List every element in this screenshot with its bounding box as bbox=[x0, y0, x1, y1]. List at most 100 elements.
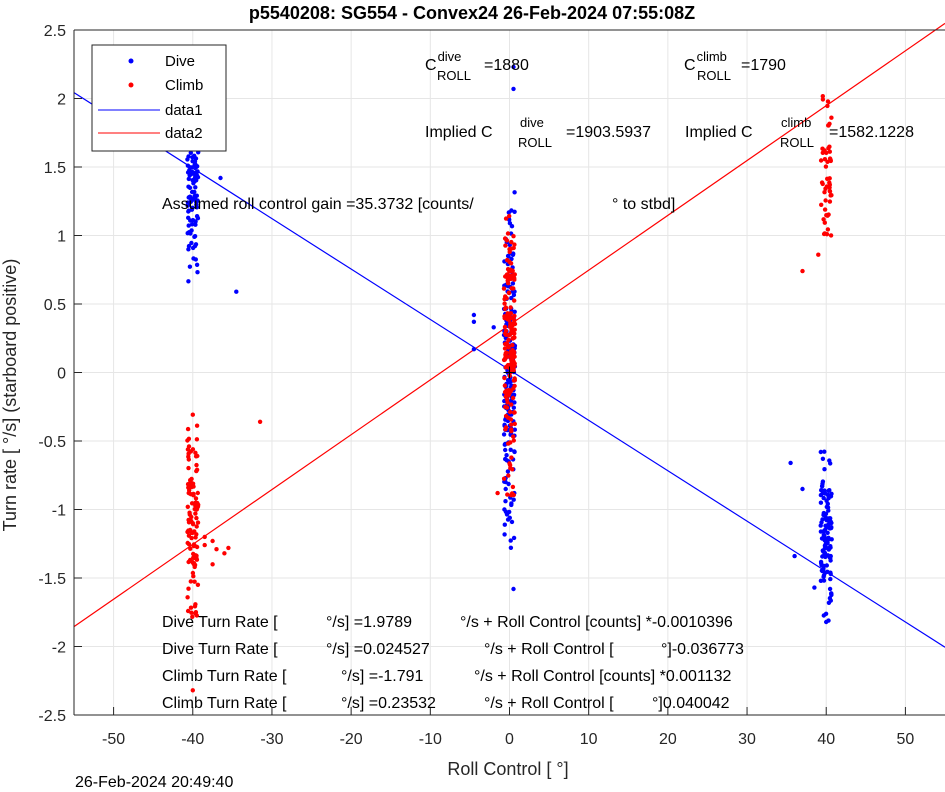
climb-point bbox=[495, 490, 500, 496]
climb-point bbox=[823, 186, 828, 191]
y-tick-label: 0 bbox=[57, 366, 66, 383]
climb-point bbox=[501, 476, 507, 481]
climb-point bbox=[186, 586, 191, 591]
climb-point bbox=[202, 534, 207, 540]
dive-point bbox=[509, 295, 514, 301]
climb-point bbox=[187, 510, 192, 515]
dive-point bbox=[503, 456, 508, 462]
dive-point bbox=[826, 535, 831, 540]
dive-point bbox=[827, 488, 832, 493]
legend: Dive Climb data1 data2 bbox=[91, 44, 227, 152]
climb-point bbox=[503, 352, 508, 357]
climb-point bbox=[507, 259, 512, 265]
y-tick-label: -2.5 bbox=[38, 708, 66, 725]
climb-point bbox=[512, 242, 517, 247]
climb-point bbox=[191, 551, 196, 557]
dive-point bbox=[191, 181, 196, 186]
climb-point bbox=[505, 342, 510, 347]
climb-point bbox=[827, 189, 833, 194]
legend-box bbox=[91, 44, 227, 152]
climb-point bbox=[829, 193, 834, 198]
climb-fit-counts: Climb Turn Rate [°/s] =-1.791 °/s + Roll … bbox=[162, 668, 731, 685]
climb-point bbox=[185, 438, 190, 443]
dive-point bbox=[503, 486, 508, 492]
y-tick-label: -0.5 bbox=[38, 434, 66, 451]
climb-point bbox=[192, 604, 198, 609]
climb-point bbox=[509, 352, 515, 358]
dive-point bbox=[818, 449, 823, 455]
dive-point bbox=[819, 488, 824, 493]
climb-point bbox=[190, 481, 195, 486]
climb-point bbox=[194, 524, 199, 529]
climb-point bbox=[825, 213, 830, 218]
climb-point bbox=[226, 545, 231, 551]
climb-point bbox=[825, 159, 830, 164]
dive-point bbox=[512, 427, 517, 432]
dive-point bbox=[819, 563, 824, 568]
dive-point bbox=[788, 460, 793, 466]
climb-point bbox=[257, 419, 263, 424]
climb-point bbox=[821, 217, 826, 222]
climb-point bbox=[192, 564, 197, 570]
climb-point bbox=[193, 496, 199, 501]
climb-point bbox=[508, 274, 513, 279]
y-tick-label: -2 bbox=[52, 640, 66, 657]
climb-point bbox=[512, 327, 517, 332]
dive-point bbox=[190, 159, 195, 164]
climb-point bbox=[505, 231, 511, 236]
dive-point bbox=[820, 568, 825, 574]
x-tick-label: -10 bbox=[419, 731, 442, 748]
climb-point bbox=[511, 410, 517, 415]
dive-point bbox=[829, 591, 834, 596]
climb-point bbox=[506, 290, 512, 296]
climb-point bbox=[192, 501, 198, 506]
dive-point bbox=[189, 189, 195, 195]
dive-point bbox=[828, 525, 834, 531]
climb-point bbox=[506, 473, 511, 478]
dive-point bbox=[502, 522, 507, 527]
dive-point bbox=[218, 175, 223, 181]
dive-point bbox=[501, 432, 507, 437]
climb-point bbox=[509, 239, 514, 245]
dive-point bbox=[502, 507, 507, 512]
climb-point bbox=[512, 318, 517, 323]
climb-point bbox=[823, 198, 828, 203]
y-tick-label: 1.5 bbox=[44, 160, 66, 177]
dive-point bbox=[822, 538, 827, 543]
climb-point bbox=[827, 199, 833, 204]
climb-point bbox=[502, 324, 508, 330]
dive-point bbox=[186, 195, 191, 200]
dive-point bbox=[823, 554, 828, 560]
dive-point bbox=[824, 563, 829, 568]
dive-point bbox=[471, 319, 477, 324]
dive-point bbox=[828, 598, 833, 603]
climb-point bbox=[502, 306, 508, 311]
y-tick-label: 0.5 bbox=[44, 297, 66, 314]
dive-point bbox=[824, 619, 829, 625]
dive-point bbox=[827, 586, 833, 592]
implied-dive-annotation: Implied Cdive ROLL=1903.5937 bbox=[425, 115, 651, 150]
climb-point bbox=[511, 234, 516, 239]
x-tick-label: -30 bbox=[260, 731, 283, 748]
climb-point bbox=[192, 579, 197, 584]
climb-point bbox=[186, 520, 192, 525]
climb-point bbox=[190, 412, 195, 417]
climb-point bbox=[188, 546, 193, 551]
climb-point bbox=[511, 438, 516, 443]
dive-point bbox=[512, 190, 517, 195]
dive-point bbox=[503, 479, 508, 485]
climb-point bbox=[194, 555, 199, 561]
dive-point bbox=[491, 325, 496, 330]
dive-point bbox=[190, 205, 195, 210]
climb-point bbox=[503, 243, 508, 248]
dive-point bbox=[502, 532, 507, 537]
climb-point bbox=[511, 386, 516, 391]
x-tick-label: -20 bbox=[340, 731, 363, 748]
climb-point bbox=[503, 328, 509, 334]
climb-point bbox=[502, 383, 508, 388]
climb-point bbox=[828, 158, 833, 164]
dive-point bbox=[193, 219, 198, 224]
climb-point bbox=[190, 614, 195, 619]
dive-point bbox=[185, 202, 191, 208]
climb-point bbox=[186, 559, 191, 565]
